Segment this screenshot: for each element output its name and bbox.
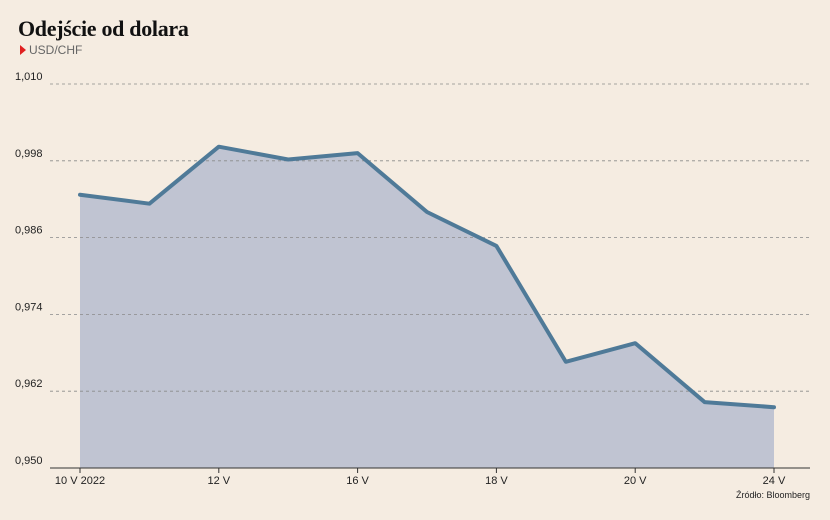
x-tick-label: 10 V 2022 xyxy=(55,475,105,487)
y-tick-label: 0,962 xyxy=(15,378,43,390)
source-note: Źródło: Bloomberg xyxy=(735,490,810,500)
x-tick-label: 16 V xyxy=(346,475,369,487)
red-triangle-icon xyxy=(20,45,26,55)
chart-subtitle: USD/CHF xyxy=(20,43,82,57)
x-tick-label: 24 V xyxy=(763,475,786,487)
y-tick-label: 0,950 xyxy=(15,455,43,467)
x-tick-label: 18 V xyxy=(485,475,508,487)
y-tick-label: 0,986 xyxy=(15,225,43,237)
x-tick-label: 20 V xyxy=(624,475,647,487)
y-tick-label: 0,974 xyxy=(15,301,43,313)
y-tick-label: 0,998 xyxy=(15,148,43,160)
subtitle-label: USD/CHF xyxy=(29,43,83,57)
y-tick-label: 1,010 xyxy=(15,71,43,83)
chart-title: Odejście od dolara xyxy=(18,16,189,41)
series-area xyxy=(80,146,774,468)
x-tick-label: 12 V xyxy=(207,475,230,487)
